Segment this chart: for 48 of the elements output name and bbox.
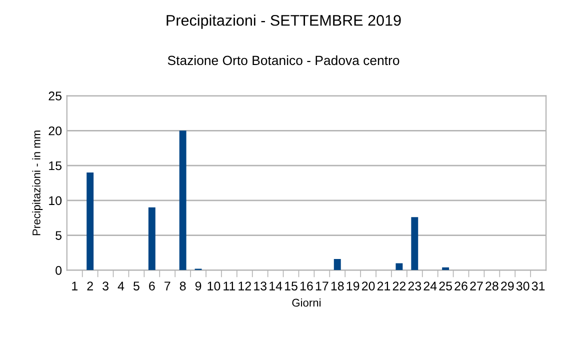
x-tick-label: 9	[195, 282, 202, 290]
x-tick-label: 19	[346, 282, 360, 290]
x-tick-label: 31	[532, 282, 545, 290]
x-tick-label: 6	[149, 282, 155, 290]
y-axis-title: Precipitazioni - in mm	[32, 130, 43, 236]
chart-subtitle: Stazione Orto Botanico - Padova centro	[168, 55, 400, 66]
x-tick-label: 15	[285, 282, 298, 290]
x-tick-label: 21	[377, 282, 390, 290]
x-tick-label: 17	[316, 282, 328, 290]
x-tick-label: 30	[516, 282, 530, 290]
x-tick-label: 2	[87, 282, 93, 290]
x-tick-label: 25	[439, 282, 452, 290]
bar	[334, 259, 341, 270]
y-tick-label: 25	[48, 92, 62, 100]
x-tick-label: 28	[486, 282, 498, 290]
x-tick-label: 26	[454, 282, 468, 290]
bar	[148, 207, 156, 270]
chart-title: Precipitazioni - SETTEMBRE 2019	[166, 14, 401, 29]
x-tick-label: 20	[362, 282, 375, 290]
x-tick-label: 8	[180, 282, 186, 290]
bar	[411, 217, 418, 270]
x-tick-label: 10	[208, 282, 220, 290]
x-tick-label: 29	[501, 282, 514, 290]
x-tick-label: 3	[102, 282, 108, 290]
x-tick-label: 27	[470, 282, 483, 290]
y-tick-label: 15	[49, 161, 62, 170]
y-tick-label: 5	[56, 231, 62, 240]
x-tick-label: 11	[224, 282, 236, 290]
y-tick-label: 20	[48, 126, 62, 136]
x-tick-label: 18	[331, 282, 344, 290]
y-tick-label: 0	[56, 266, 62, 275]
x-tick-label: 14	[270, 282, 282, 290]
x-tick-label: 12	[238, 282, 251, 290]
x-tick-label: 5	[133, 282, 140, 290]
x-tick-label: 7	[164, 282, 170, 290]
bar	[86, 172, 94, 270]
x-tick-label: 16	[300, 282, 313, 290]
x-tick-label: 13	[254, 282, 266, 290]
x-tick-label: 23	[408, 282, 422, 290]
y-tick-label: 10	[49, 196, 62, 206]
x-tick-label: 22	[392, 282, 406, 290]
bar	[179, 130, 186, 270]
bar	[396, 263, 403, 270]
bar	[442, 267, 450, 270]
x-tick-label: 4	[118, 282, 124, 290]
x-axis-title: Giorni	[292, 298, 321, 307]
x-tick-label: 1	[72, 282, 78, 290]
x-tick-label: 24	[424, 282, 437, 290]
